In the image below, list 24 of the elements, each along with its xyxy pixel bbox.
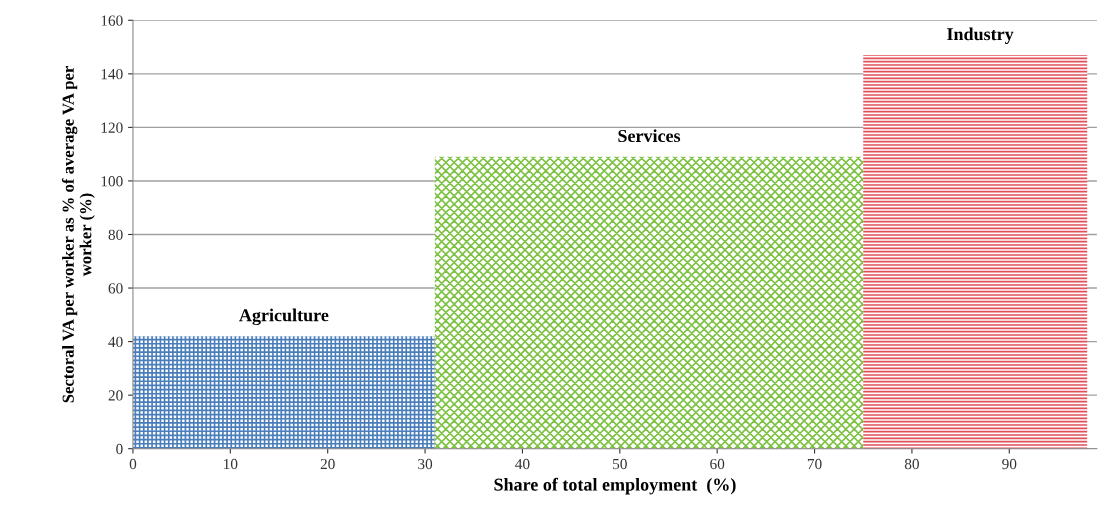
y-tick-label: 60 xyxy=(108,283,123,294)
y-axis-title: Sectoral VA per worker as % of average VA per worker (%) xyxy=(61,66,95,403)
x-tick-label: 20 xyxy=(320,458,335,470)
annotation: Agriculture xyxy=(239,308,329,326)
x-tick-label: 60 xyxy=(710,458,725,470)
x-tick-label: 80 xyxy=(904,458,919,470)
x-tick-label: 50 xyxy=(613,458,627,470)
annotation: Industry xyxy=(947,27,1014,44)
y-tick-label: 140 xyxy=(101,68,123,80)
y-tick-label: 160 xyxy=(101,15,123,26)
annotation: Services xyxy=(618,129,681,143)
x-tick-label: 30 xyxy=(418,458,433,470)
y-tick-label: 20 xyxy=(108,390,123,401)
y-tick-label: 0 xyxy=(116,443,123,455)
y-tick-label: 40 xyxy=(108,336,123,348)
x-tick-label: 40 xyxy=(515,458,530,470)
x-tick-label: 90 xyxy=(1002,458,1017,470)
x-tick-label: 0 xyxy=(129,458,137,470)
x-axis-title: Share of total employment (%) xyxy=(494,477,736,495)
y-tick-label: 80 xyxy=(108,229,123,240)
x-tick-label: 70 xyxy=(807,458,822,470)
y-tick-label: 120 xyxy=(101,122,123,133)
y-tick-label: 100 xyxy=(101,176,123,187)
x-tick-label: 10 xyxy=(224,458,238,470)
